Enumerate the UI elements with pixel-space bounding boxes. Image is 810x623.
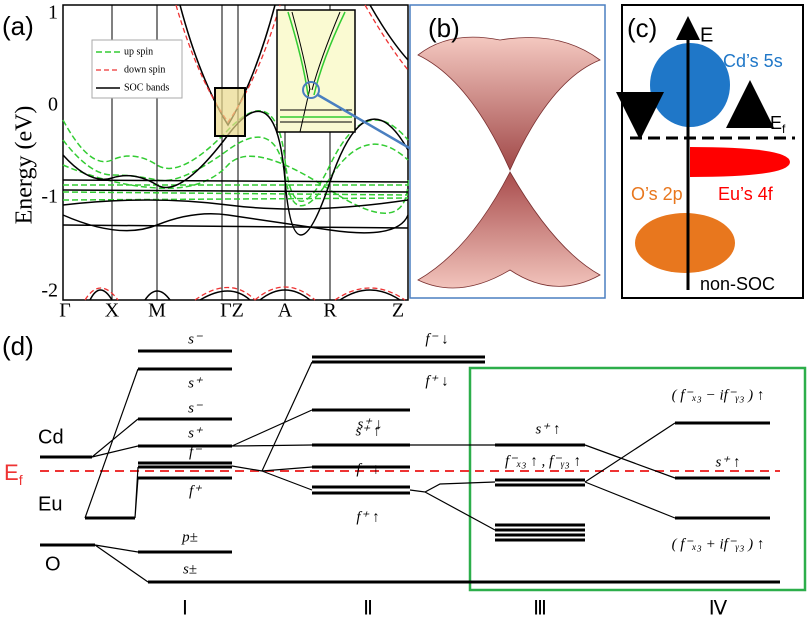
panel-label: (d) [2,331,34,361]
fermi-label: Ef [4,460,23,488]
x-tick-label: R [323,300,337,322]
axis-label: E [700,24,713,46]
stage-label: Ⅳ [709,598,728,620]
inset [276,9,356,133]
level-label: f⁻ₓ₃ ↑ , f⁻ᵧ₃ ↑ [505,453,581,469]
level-label: s⁻ [188,331,203,347]
note: non-SOC [700,274,775,294]
x-tick-label: Z [392,300,404,322]
level-label: f⁻ [189,444,202,460]
level-label: s⁺ [188,425,203,441]
plot-frame [62,4,409,301]
y-tick-label: 1 [48,2,58,24]
lower-cone [417,171,601,289]
bands [62,4,409,301]
level-label: s⁺ [188,375,203,391]
level-label: s⁺ ↑ [535,421,560,437]
zoom-box [214,87,246,137]
connectors [84,361,676,583]
panel-label: (a) [2,11,34,41]
legend-label: SOC bands [124,82,169,93]
stage-label: Ⅰ [182,598,188,620]
levels [40,349,780,584]
panel-label: (b) [428,13,460,43]
atom-label: Cd [38,426,64,448]
level-label: s⁺ ↑ [355,423,380,439]
level-label: s⁺ ↑ [715,454,740,470]
x-tick-label: M [148,300,166,322]
panel-c: (c) E Cd’s 5s Ef Eu’s 4f O’s 2p non-SOC [616,4,804,299]
stage-label: Ⅱ [363,598,373,620]
legend-label: down spin [124,64,165,75]
level-label: s⁻ [188,400,203,416]
stage-label: Ⅲ [533,598,547,620]
level-label: p± [181,529,198,545]
x-tick-label: X [105,300,120,322]
x-tick-label: ΓZ [220,300,244,322]
panel-b: (b) [409,4,606,299]
legend-label: up spin [124,46,153,57]
y-tick-label: -1 [41,186,58,208]
level-label: f⁺ ↑ [356,509,379,525]
x-tick-label: A [278,300,293,322]
highlight-box [468,366,807,592]
y-label: Energy (eV) [12,106,38,225]
level-label: ( f⁻ₓ₃ − if⁻ᵧ₃ ) ↑ [672,387,765,403]
panel-label: (c) [627,13,657,43]
panel-d: (d) Cd Eu O Ef s⁻ s⁺ s⁻ s⁺ f⁻ f⁺ p± s± f… [2,331,807,620]
atom-label: Eu [38,493,62,515]
panel-a: (a) Energy (eV) 1 0 -1 -2 Γ X M ΓZ A R Z… [2,2,435,322]
level-label: Cd’s 5s [723,51,783,71]
level-label: f⁻ ↑ [356,461,379,477]
level-label: ( f⁻ₓ₃ + if⁻ᵧ₃ ) ↑ [672,536,765,552]
y-tick-label: 0 [48,94,58,116]
level-label: O’s 2p [631,184,683,204]
x-tick-label: Γ [59,300,71,322]
level-label: s⁺ ↓ [357,416,382,432]
upper-cone [417,36,601,171]
fermi-label: Ef [770,113,786,136]
level-label: f⁺ [189,483,202,499]
level-label: f⁻ ↓ [425,331,448,347]
level-label: Eu’s 4f [718,184,774,204]
level-label: s± [183,561,197,577]
y-tick-label: -2 [41,280,58,302]
level-label: f⁺ ↓ [425,373,448,389]
atom-label: O [45,553,61,575]
